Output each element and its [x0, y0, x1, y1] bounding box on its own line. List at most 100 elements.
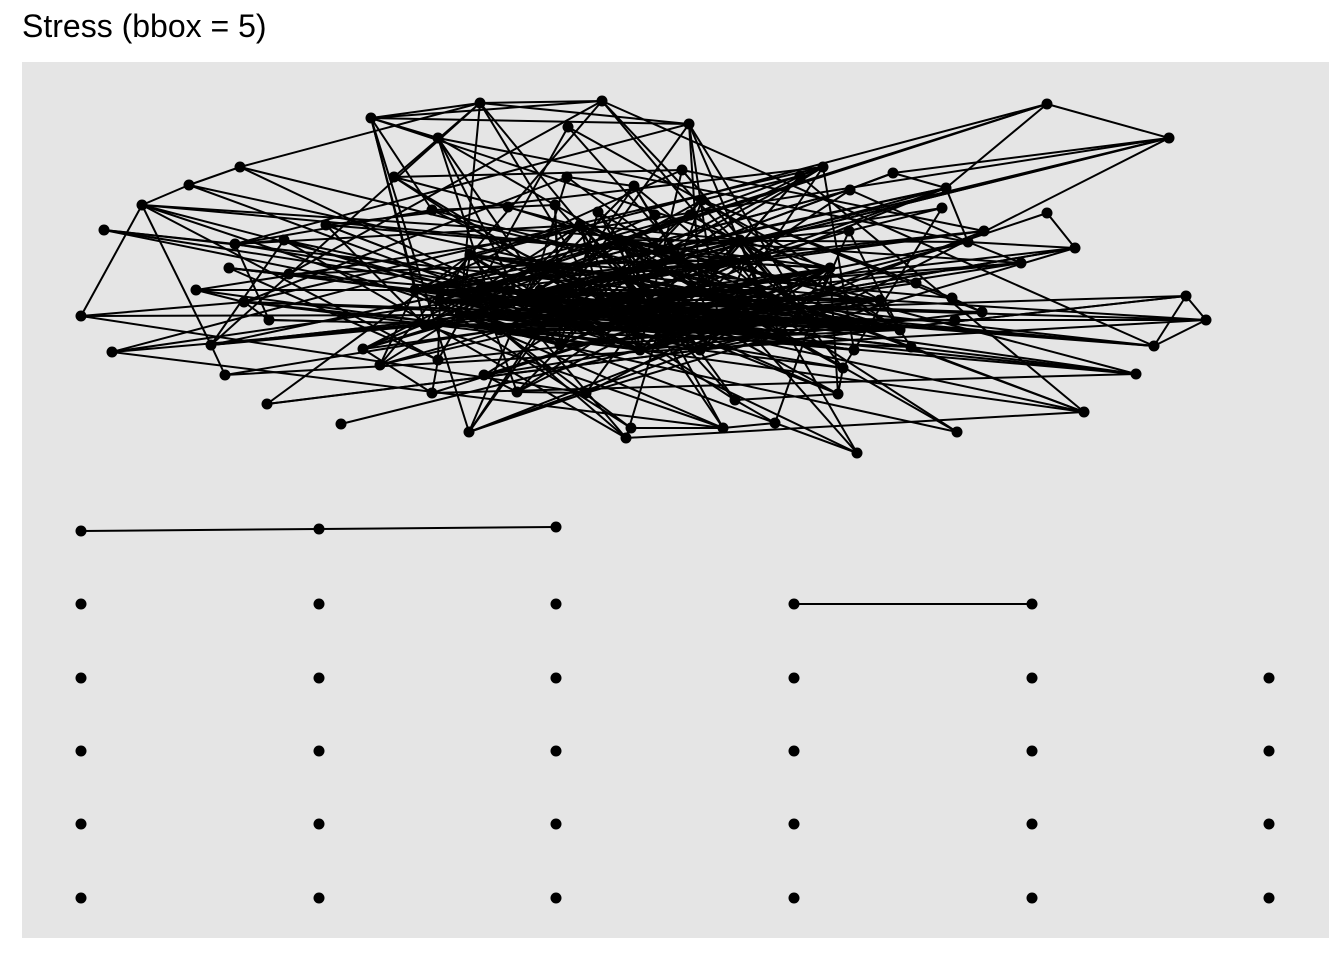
graph-node — [388, 171, 400, 183]
graph-edge — [424, 324, 724, 429]
graph-node — [739, 254, 751, 266]
graph-node — [976, 306, 988, 318]
graph-edge — [722, 422, 776, 429]
graph-node — [951, 426, 963, 438]
graph-edge — [210, 187, 947, 346]
graph-edge — [619, 239, 881, 301]
graph-node — [580, 387, 592, 399]
graph-edge — [362, 348, 433, 394]
graph-node — [1026, 598, 1038, 610]
graph-edge — [288, 264, 541, 275]
graph-node — [754, 299, 766, 311]
isolated-node — [75, 598, 87, 610]
graph-node — [676, 164, 688, 176]
graph-node — [374, 359, 386, 371]
graph-edge — [210, 102, 481, 346]
graph-edge — [701, 175, 801, 201]
isolated-node — [313, 672, 325, 684]
graph-node — [454, 309, 466, 321]
graph-node — [1130, 368, 1142, 380]
graph-node — [851, 447, 863, 459]
graph-edge — [243, 176, 568, 303]
isolated-node — [550, 745, 562, 757]
graph-edge — [699, 349, 844, 369]
isolated-node — [75, 892, 87, 904]
graph-edge — [639, 304, 651, 351]
graph-node — [625, 422, 637, 434]
graph-node — [320, 219, 332, 231]
graph-edge — [210, 262, 1022, 346]
graph-node — [409, 284, 421, 296]
isolated-node — [1263, 892, 1275, 904]
graph-edge — [625, 411, 1085, 439]
graph-edge — [499, 329, 632, 429]
graph-edge — [579, 224, 701, 351]
graph-edge — [469, 224, 581, 256]
isolated-node — [313, 598, 325, 610]
graph-edge — [111, 351, 724, 429]
graph-edge — [519, 299, 561, 346]
graph-node — [1041, 98, 1053, 110]
graph-edge — [210, 239, 285, 346]
isolated-node — [313, 818, 325, 830]
isolated-node — [313, 892, 325, 904]
graph-edge — [141, 204, 439, 361]
graph-node — [278, 234, 290, 246]
graph-node — [219, 369, 231, 381]
graph-node — [844, 184, 856, 196]
edges-layer — [80, 100, 1207, 605]
graph-edge — [439, 299, 601, 331]
graph-node — [634, 344, 646, 356]
graph-node — [223, 262, 235, 274]
graph-edge — [679, 259, 901, 331]
graph-node — [511, 386, 523, 398]
graph-node — [550, 521, 562, 533]
graph-node — [754, 284, 766, 296]
graph-node — [554, 339, 566, 351]
graph-node — [1200, 314, 1212, 326]
isolated-node — [75, 672, 87, 684]
graph-edge — [459, 259, 746, 316]
graph-edge — [567, 126, 858, 454]
isolated-node — [1263, 745, 1275, 757]
graph-node — [794, 170, 806, 182]
graph-edge — [437, 137, 969, 243]
isolated-node — [788, 745, 800, 757]
graph-node — [1180, 290, 1192, 302]
graph-node — [592, 206, 604, 218]
graph-node — [832, 388, 844, 400]
graph-node — [554, 309, 566, 321]
graph-node — [905, 341, 917, 353]
isolated-node — [1026, 672, 1038, 684]
graph-node — [75, 525, 87, 537]
isolated-node — [313, 745, 325, 757]
graph-node — [474, 97, 486, 109]
graph-node — [313, 523, 325, 535]
graph-node — [534, 259, 546, 271]
graph-node — [1163, 132, 1175, 144]
graph-node — [494, 324, 506, 336]
graph-node — [1069, 242, 1081, 254]
graph-edge — [701, 199, 983, 313]
graph-node — [729, 394, 741, 406]
graph-node — [238, 296, 250, 308]
graph-node — [649, 209, 661, 221]
graph-edge — [559, 329, 901, 346]
graph-edge — [379, 230, 850, 366]
graph-edge — [559, 344, 958, 433]
graph-edge — [239, 102, 481, 168]
graph-edge — [519, 224, 581, 301]
isolated-node — [1026, 892, 1038, 904]
graph-edge — [633, 185, 761, 291]
graph-node — [190, 284, 202, 296]
graph-node — [769, 417, 781, 429]
graph-node — [910, 277, 922, 289]
isolated-node — [1263, 818, 1275, 830]
graph-node — [562, 121, 574, 133]
graph-edge — [892, 172, 947, 189]
graph-node — [474, 284, 486, 296]
graph-node — [887, 167, 899, 179]
graph-node — [434, 294, 446, 306]
graph-node — [843, 225, 855, 237]
graph-node — [229, 238, 241, 250]
